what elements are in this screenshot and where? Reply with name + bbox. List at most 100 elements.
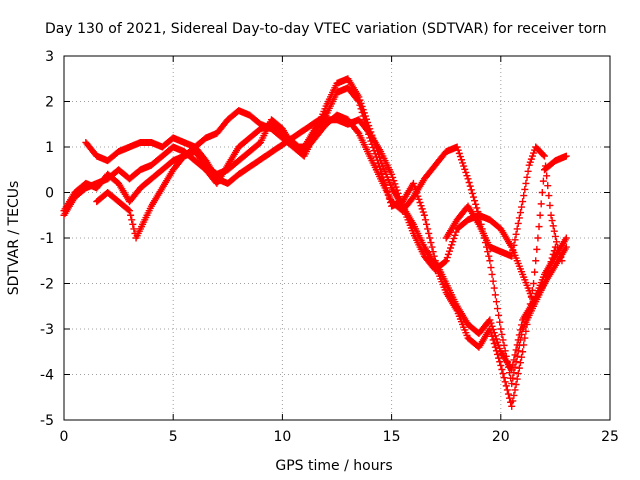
data-point (409, 179, 417, 187)
data-point (499, 336, 507, 344)
data-point (419, 208, 427, 216)
data-point (536, 211, 544, 219)
data-point (539, 177, 547, 185)
y-tick-label: 3 (45, 49, 54, 65)
data-point (450, 234, 458, 242)
data-point (417, 202, 425, 210)
data-point (462, 168, 470, 176)
data-point (542, 162, 550, 170)
data-point (543, 172, 551, 180)
data-point (492, 335, 500, 343)
data-point (426, 234, 434, 242)
data-point (448, 241, 456, 249)
data-point (488, 322, 496, 330)
data-point (518, 321, 526, 329)
data-point (444, 250, 452, 258)
data-point (514, 336, 522, 344)
data-point (511, 236, 519, 244)
data-point (457, 156, 465, 164)
data-point (388, 170, 396, 178)
y-tick-label: -1 (40, 231, 54, 247)
data-point (511, 386, 519, 394)
data-point (354, 96, 362, 104)
data-point (394, 189, 402, 197)
data-point (508, 380, 516, 388)
data-point (381, 180, 389, 188)
data-point (535, 223, 543, 231)
data-point (558, 257, 566, 265)
data-point (395, 193, 403, 201)
data-point (470, 193, 477, 201)
data-point (442, 257, 450, 265)
data-point (495, 311, 503, 319)
data-point (472, 200, 480, 208)
x-tick-label: 20 (492, 429, 510, 445)
chart-title: Day 130 of 2021, Sidereal Day-to-day VTE… (45, 21, 607, 37)
x-tick-label: 15 (383, 429, 401, 445)
data-point (368, 140, 376, 148)
data-point (382, 184, 390, 192)
data-point (555, 247, 563, 255)
x-tick-label: 10 (273, 429, 291, 445)
data-point (490, 284, 498, 292)
y-tick-label: 1 (45, 140, 54, 156)
data-point (512, 230, 520, 238)
data-point (354, 128, 362, 136)
data-point (501, 378, 509, 386)
data-point (514, 219, 522, 227)
data-point (509, 397, 517, 405)
y-tick-label: -5 (40, 413, 54, 429)
data-point (418, 205, 426, 213)
data-point (521, 334, 529, 342)
data-point (376, 163, 384, 171)
data-point (468, 189, 476, 197)
data-point (515, 364, 523, 372)
data-point (420, 211, 428, 219)
data-point (421, 216, 429, 224)
data-point (490, 329, 498, 337)
data-point (562, 234, 570, 242)
data-point (455, 149, 463, 157)
data-point (514, 370, 522, 378)
data-point (489, 325, 497, 333)
data-point (456, 153, 464, 161)
data-point (460, 162, 468, 170)
data-point (534, 234, 542, 242)
data-point (355, 98, 363, 105)
data-point (414, 192, 422, 200)
data-point (365, 130, 373, 138)
data-point (374, 159, 382, 167)
data-point (412, 186, 420, 194)
data-point (544, 182, 552, 190)
data-point (369, 143, 377, 151)
data-point (449, 238, 457, 246)
data-point (473, 204, 481, 212)
data-point (453, 143, 461, 151)
x-tick-label: 25 (601, 429, 619, 445)
data-point (489, 277, 497, 285)
data-point (513, 225, 521, 233)
data-point (129, 220, 137, 228)
data-point (127, 211, 135, 219)
data-point (519, 348, 527, 356)
data-point (548, 217, 556, 225)
data-point (508, 252, 516, 260)
data-point (518, 203, 526, 211)
data-point (465, 178, 473, 186)
data-point (389, 173, 397, 181)
data-point (385, 195, 393, 203)
data-point (441, 258, 449, 266)
data-point (510, 241, 518, 249)
data-point (540, 280, 548, 287)
data-point (524, 167, 532, 175)
data-point (500, 374, 508, 382)
data-point (530, 280, 538, 287)
data-point (411, 183, 419, 191)
data-point (554, 243, 562, 251)
data-point (551, 232, 559, 240)
data-point (522, 179, 530, 187)
data-point (451, 231, 459, 239)
data-point (516, 326, 524, 334)
data-point (427, 239, 435, 247)
data-point (532, 257, 540, 265)
